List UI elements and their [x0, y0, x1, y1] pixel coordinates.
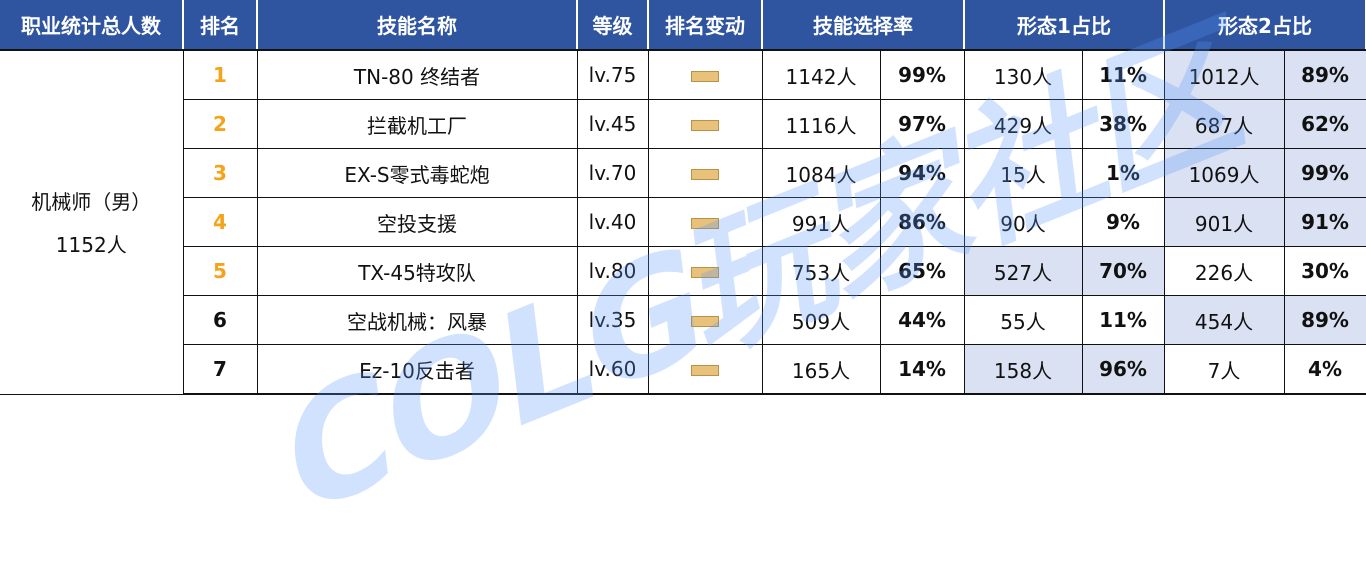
rank: 4 — [182, 197, 258, 247]
selection-percent: 65% — [879, 246, 965, 296]
selection-count: 165人 — [761, 344, 881, 395]
form2-percent: 89% — [1283, 49, 1366, 100]
rank: 1 — [182, 49, 258, 100]
form2-percent: 91% — [1283, 197, 1366, 247]
header-row: 职业统计总人数 排名 技能名称 等级 排名变动 技能选择率 形态1占比 形态2占… — [0, 0, 1366, 51]
selection-count: 1116人 — [761, 99, 881, 149]
selection-percent: 99% — [879, 49, 965, 100]
profession-name: 机械师（男） — [31, 190, 152, 215]
skill-name: TN-80 终结者 — [256, 49, 578, 100]
header-skill: 技能名称 — [257, 0, 578, 51]
skill-name: TX-45特攻队 — [256, 246, 578, 296]
form1-percent: 96% — [1081, 344, 1165, 395]
selection-percent: 97% — [879, 99, 965, 149]
table-row: 4 空投支援 lv.40 991人 86% 90人 9% 901人 91% — [0, 197, 1366, 247]
form1-count: 90人 — [963, 197, 1083, 247]
skill-stats-table: 职业统计总人数 排名 技能名称 等级 排名变动 技能选择率 形态1占比 形态2占… — [0, 0, 1366, 395]
table-row: 7 Ez-10反击者 lv.60 165人 14% 158人 96% 7人 4% — [0, 344, 1366, 395]
rank-change — [647, 197, 763, 247]
header-form2: 形态2占比 — [1164, 0, 1366, 51]
form2-percent: 4% — [1283, 344, 1366, 395]
level: lv.45 — [576, 99, 649, 149]
form1-count: 130人 — [963, 49, 1083, 100]
selection-percent: 94% — [879, 148, 965, 198]
header-rank: 排名 — [183, 0, 258, 51]
selection-count: 753人 — [761, 246, 881, 296]
selection-count: 1084人 — [761, 148, 881, 198]
flat-bar-icon — [691, 120, 719, 131]
form1-percent: 70% — [1081, 246, 1165, 296]
level: lv.60 — [576, 344, 649, 395]
flat-bar-icon — [691, 71, 719, 82]
form1-count: 15人 — [963, 148, 1083, 198]
form2-count: 901人 — [1163, 197, 1285, 247]
form1-percent: 11% — [1081, 49, 1165, 100]
selection-percent: 86% — [879, 197, 965, 247]
form1-count: 55人 — [963, 295, 1083, 345]
header-total: 职业统计总人数 — [0, 0, 184, 51]
form1-percent: 11% — [1081, 295, 1165, 345]
form1-percent: 1% — [1081, 148, 1165, 198]
table-row: 5 TX-45特攻队 lv.80 753人 65% 527人 70% 226人 … — [0, 246, 1366, 296]
form2-count: 454人 — [1163, 295, 1285, 345]
level: lv.70 — [576, 148, 649, 198]
form2-count: 687人 — [1163, 99, 1285, 149]
form2-count: 1012人 — [1163, 49, 1285, 100]
rank-change — [647, 99, 763, 149]
flat-bar-icon — [691, 267, 719, 278]
flat-bar-icon — [691, 316, 719, 327]
rank: 2 — [182, 99, 258, 149]
rank-change — [647, 344, 763, 395]
selection-count: 509人 — [761, 295, 881, 345]
form1-count: 429人 — [963, 99, 1083, 149]
form1-percent: 9% — [1081, 197, 1165, 247]
rank: 3 — [182, 148, 258, 198]
rank-change — [647, 246, 763, 296]
header-form1: 形态1占比 — [964, 0, 1166, 51]
skill-name: EX-S零式毒蛇炮 — [256, 148, 578, 198]
flat-bar-icon — [691, 365, 719, 376]
rank: 6 — [182, 295, 258, 345]
flat-bar-icon — [691, 169, 719, 180]
flat-bar-icon — [691, 218, 719, 229]
form1-count: 527人 — [963, 246, 1083, 296]
header-selection-rate: 技能选择率 — [762, 0, 965, 51]
form2-count: 7人 — [1163, 344, 1285, 395]
selection-percent: 14% — [879, 344, 965, 395]
table-row: 6 空战机械：风暴 lv.35 509人 44% 55人 11% 454人 89… — [0, 295, 1366, 345]
level: lv.75 — [576, 49, 649, 100]
rank: 5 — [182, 246, 258, 296]
header-level: 等级 — [577, 0, 649, 51]
form1-count: 158人 — [963, 344, 1083, 395]
skill-name: 拦截机工厂 — [256, 99, 578, 149]
profession-total: 1152人 — [55, 233, 127, 258]
level: lv.35 — [576, 295, 649, 345]
table-row: 2 拦截机工厂 lv.45 1116人 97% 429人 38% 687人 62… — [0, 99, 1366, 149]
rank: 7 — [182, 344, 258, 395]
rank-change — [647, 49, 763, 100]
form2-count: 1069人 — [1163, 148, 1285, 198]
form2-percent: 89% — [1283, 295, 1366, 345]
form2-percent: 99% — [1283, 148, 1366, 198]
skill-name: Ez-10反击者 — [256, 344, 578, 395]
level: lv.80 — [576, 246, 649, 296]
level: lv.40 — [576, 197, 649, 247]
rank-change — [647, 295, 763, 345]
form2-percent: 30% — [1283, 246, 1366, 296]
table-row: 机械师（男） 1152人 1 TN-80 终结者 lv.75 1142人 99% 1… — [0, 49, 1366, 395]
skill-name: 空投支援 — [256, 197, 578, 247]
profession-cell: 机械师（男） 1152人 — [0, 49, 184, 395]
form2-count: 226人 — [1163, 246, 1285, 296]
skill-name: 空战机械：风暴 — [256, 295, 578, 345]
selection-count: 991人 — [761, 197, 881, 247]
selection-count: 1142人 — [761, 49, 881, 100]
selection-percent: 44% — [879, 295, 965, 345]
header-rank-change: 排名变动 — [648, 0, 763, 51]
form1-percent: 38% — [1081, 99, 1165, 149]
table-row: 3 EX-S零式毒蛇炮 lv.70 1084人 94% 15人 1% 1069人… — [0, 148, 1366, 198]
rank-change — [647, 148, 763, 198]
form2-percent: 62% — [1283, 99, 1366, 149]
